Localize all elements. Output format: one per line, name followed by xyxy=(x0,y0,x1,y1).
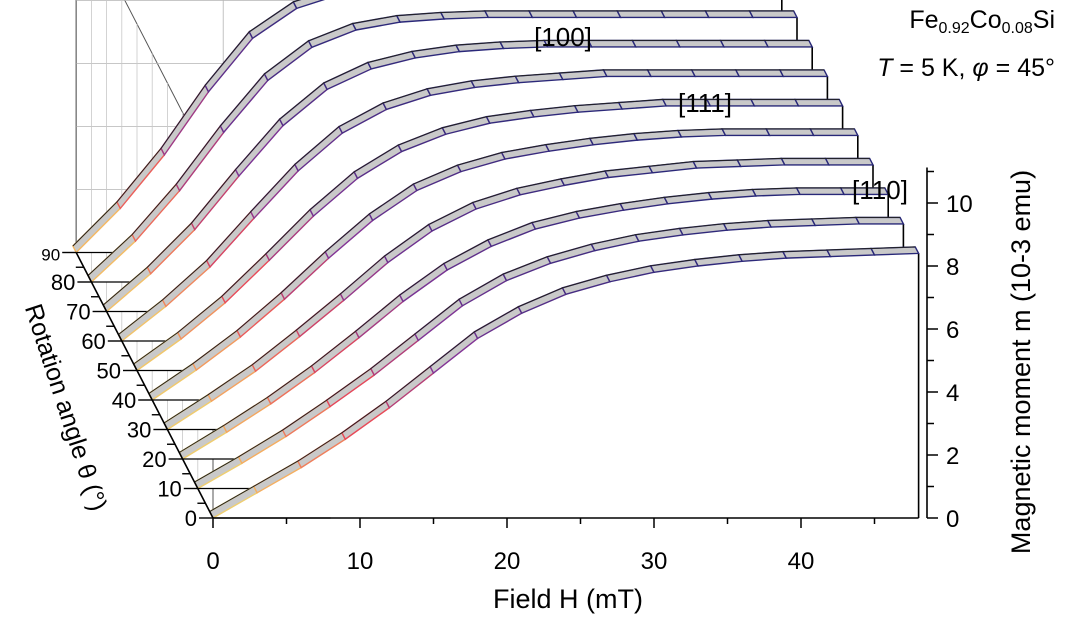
data-point xyxy=(778,69,829,78)
z-tick-label: 50 xyxy=(97,359,121,384)
data-point xyxy=(765,128,815,137)
data-point xyxy=(824,157,875,166)
direction-label: [100] xyxy=(534,22,592,52)
data-point xyxy=(719,39,770,48)
y-tick-label: 2 xyxy=(946,443,959,470)
data-point xyxy=(854,216,905,225)
data-point xyxy=(292,0,326,10)
data-point xyxy=(780,157,831,166)
direction-label: [111] xyxy=(678,88,732,118)
data-point xyxy=(483,10,534,19)
y-tick-label: 0 xyxy=(946,506,959,533)
conditions-label: T = 5 K, φ = 45° xyxy=(877,54,1055,82)
data-point xyxy=(704,10,755,19)
curve-line xyxy=(148,128,855,394)
data-point xyxy=(690,69,741,78)
z-tick-label: 70 xyxy=(66,300,90,325)
y-tick-label: 10 xyxy=(946,191,973,218)
data-point xyxy=(794,98,844,107)
curve-line xyxy=(87,10,794,276)
curve-line xyxy=(133,98,840,365)
data-point xyxy=(809,128,859,137)
z-tick-label: 40 xyxy=(112,388,136,413)
axes xyxy=(62,167,938,528)
data-point xyxy=(749,98,800,107)
curve-line xyxy=(194,216,901,483)
sample-label: Fe0.92Co0.08Si xyxy=(909,6,1055,37)
x-tick-label: 20 xyxy=(494,548,521,575)
direction-label: [110] xyxy=(852,175,908,205)
z-tick-label: 20 xyxy=(142,447,166,472)
y-tick-label: 4 xyxy=(946,380,959,407)
curve-line xyxy=(178,187,885,453)
data-point xyxy=(527,10,578,19)
data-point xyxy=(748,10,799,19)
x-tick-label: 30 xyxy=(641,548,668,575)
curves xyxy=(71,0,920,519)
data-point xyxy=(795,187,846,196)
data-point xyxy=(631,39,682,48)
x-tick-label: 0 xyxy=(206,548,219,575)
curve-line xyxy=(118,69,825,335)
data-point xyxy=(763,39,814,48)
y-tick-label: 8 xyxy=(946,254,959,281)
x-tick-label: 10 xyxy=(347,548,374,575)
data-point xyxy=(572,10,622,19)
data-point xyxy=(721,128,771,137)
z-tick-label: 60 xyxy=(81,329,105,354)
data-point xyxy=(734,69,785,78)
z-tick-label: 10 xyxy=(157,477,181,502)
data-point xyxy=(660,10,710,19)
data-point xyxy=(616,10,666,19)
curve-0 xyxy=(208,246,920,519)
data-point xyxy=(646,69,697,78)
z-tick-label: 80 xyxy=(51,270,75,295)
curve-line xyxy=(102,39,809,306)
data-point xyxy=(602,69,653,78)
z-tick-label: 0 xyxy=(185,506,197,531)
z-tick-label: 30 xyxy=(127,418,151,443)
y-tick-label: 6 xyxy=(946,317,959,344)
curve-line xyxy=(209,246,916,512)
x-tick-label: 40 xyxy=(788,548,815,575)
curve-line xyxy=(163,157,870,424)
x-axis-label: Field H (mT) xyxy=(493,584,643,614)
curve-line xyxy=(72,0,301,247)
data-point xyxy=(675,39,726,48)
data-point xyxy=(587,39,637,48)
y-axis-label: Magnetic moment m (10-3 emu) xyxy=(1006,170,1036,554)
curve-fill xyxy=(213,253,919,518)
z-tick-label: 90 xyxy=(41,246,60,265)
